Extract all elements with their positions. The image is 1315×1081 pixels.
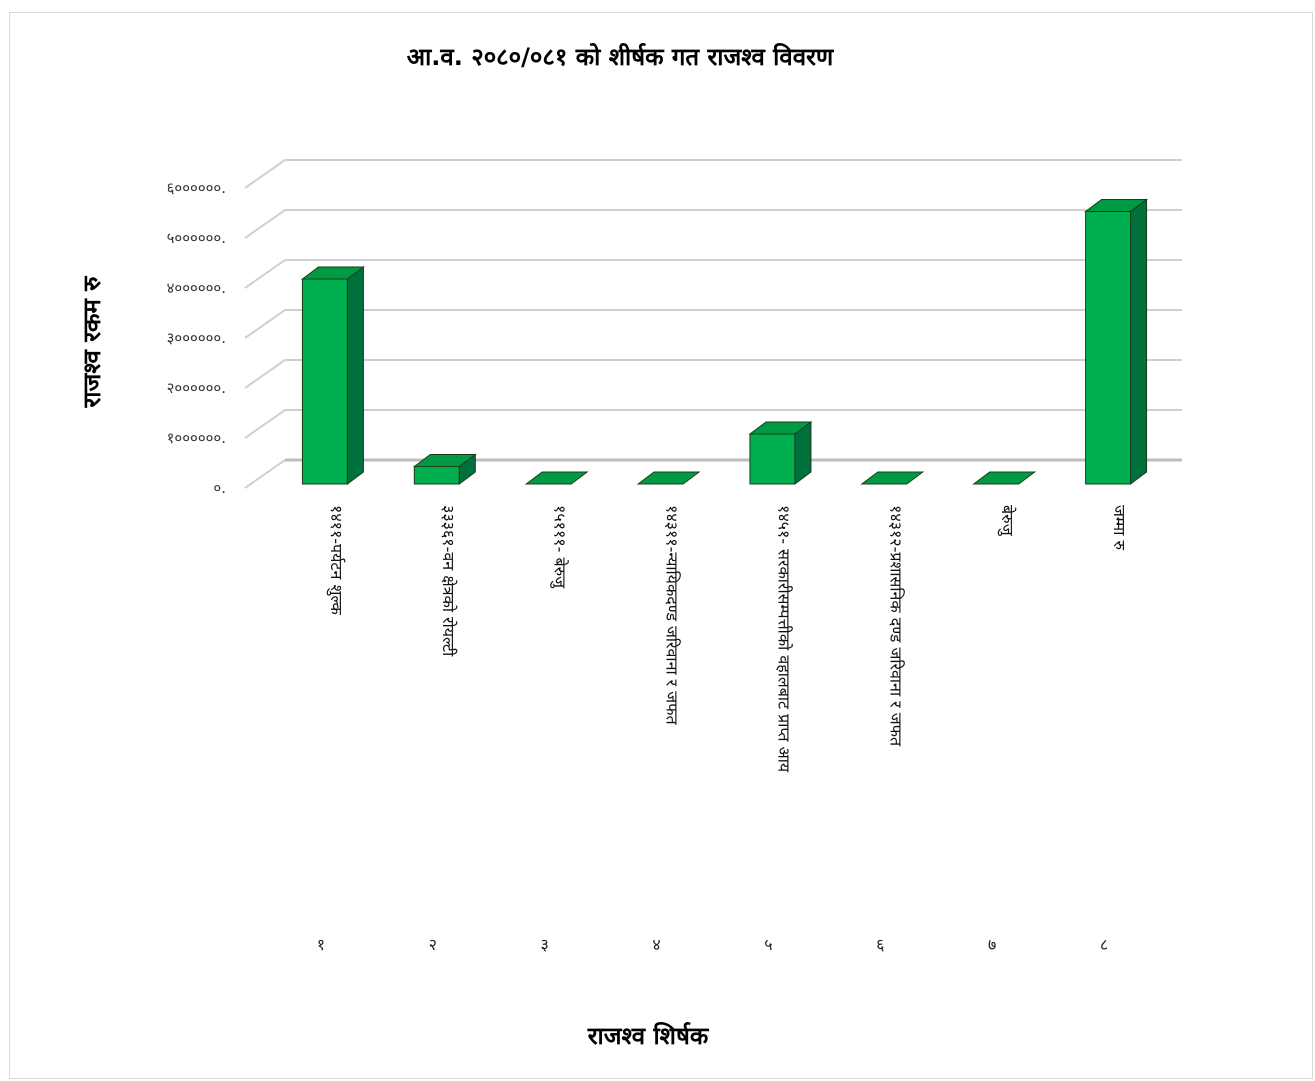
bar-top — [1084, 199, 1149, 212]
bar-front — [413, 466, 460, 485]
chart-title: आ.व. २०८०/०८१ को शीर्षक गत राजश्व विवरण — [407, 43, 835, 71]
category-number: ६ — [876, 935, 884, 954]
bar-top — [300, 266, 365, 280]
x-tick-label: जम्मा रु — [1110, 505, 1129, 550]
bar — [412, 453, 477, 485]
bar-side — [346, 266, 364, 485]
gridline-diagonal — [244, 259, 286, 289]
bar — [1084, 198, 1149, 485]
x-tick-label: १५१११- बेरुजु — [550, 505, 570, 589]
bar-front — [749, 433, 796, 485]
y-tick-label: २००००००. — [167, 379, 226, 397]
bar — [524, 471, 589, 485]
y-tick-label: ४००००००. — [167, 279, 226, 297]
category-number: ३ — [541, 935, 549, 954]
gridline-diagonal — [244, 459, 286, 489]
bar-front — [301, 278, 348, 485]
x-tick-label: बेरुजु — [997, 505, 1017, 537]
category-number: ८ — [1100, 935, 1108, 954]
bar-top — [860, 471, 925, 485]
bars-layer — [300, 198, 1149, 485]
chart-frame — [9, 12, 1313, 1079]
bar-front — [1085, 211, 1132, 485]
labels-layer: ०. १००००००. २००००००. ३००००००. ४००००००. ५०००००… — [167, 179, 1129, 954]
category-number: ७ — [988, 935, 996, 954]
y-tick-label: ३००००००. — [167, 329, 226, 347]
gridline-diagonal — [244, 159, 286, 189]
y-axis-title: राजश्व रकम रु — [78, 275, 106, 409]
gridline-diagonal — [244, 409, 286, 439]
category-number: १ — [317, 935, 325, 954]
x-tick-label: १४३१२-प्रशासनिक दण्ड जरिवाना र जफत — [886, 505, 905, 747]
x-tick-label: १४३११-न्यायिकदण्ड जरिवाना र जफत — [663, 505, 682, 726]
gridline-diagonal — [244, 359, 286, 389]
y-tick-label: ५००००००. — [167, 229, 226, 247]
bar-top — [972, 471, 1037, 485]
y-tick-label: १००००००. — [167, 429, 226, 447]
bar-top — [412, 454, 477, 467]
y-tick-label: ०. — [213, 479, 226, 497]
x-tick-label: १४११-पर्यटन शुल्क — [326, 505, 346, 616]
category-number: ५ — [764, 935, 772, 954]
bar-side — [1130, 198, 1148, 485]
gridline-diagonal — [244, 309, 286, 339]
bar-top — [748, 421, 813, 435]
category-number: २ — [429, 935, 437, 954]
bar-top — [636, 471, 701, 485]
gridline-diagonal — [244, 209, 286, 239]
bar — [748, 421, 813, 485]
bar — [636, 471, 701, 485]
x-tick-label: ३३३६१-वन क्षेत्रको रोयल्टी — [439, 505, 458, 657]
y-tick-label: ६००००००. — [167, 179, 226, 197]
grid-layer — [244, 159, 1182, 489]
bar — [972, 471, 1037, 485]
x-axis-title: राजश्व शिर्षक — [587, 1022, 710, 1050]
bar — [860, 471, 925, 485]
x-tick-label: १४५१- सरकारीसम्पत्तीको वहालबाट प्राप्त आ… — [774, 505, 793, 773]
category-number: ४ — [652, 935, 660, 954]
bar — [300, 266, 365, 485]
bar-top — [524, 471, 589, 485]
